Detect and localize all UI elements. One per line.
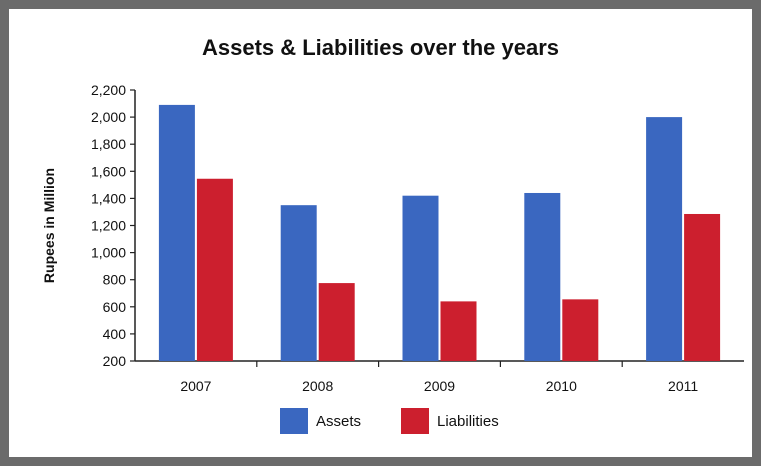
bar-assets-2008 xyxy=(280,205,317,361)
chart-frame: Assets & Liabilities over the years 200 4… xyxy=(9,9,752,457)
bar-assets-2007 xyxy=(158,104,195,361)
y-tick-label: 400 xyxy=(103,326,127,342)
y-tick-label: 1,800 xyxy=(91,136,126,152)
legend-swatch-liabilities xyxy=(401,408,429,434)
y-tick-label: 1,000 xyxy=(91,245,126,261)
y-tick-label: 600 xyxy=(103,299,127,315)
x-tick-label: 2007 xyxy=(180,378,211,394)
y-tick-label: 1,400 xyxy=(91,190,126,206)
bar-liabilities-2011 xyxy=(684,213,721,361)
y-tick-label: 2,200 xyxy=(91,82,126,98)
legend-label-assets: Assets xyxy=(316,413,361,430)
x-tick-label: 2008 xyxy=(302,378,333,394)
bar-assets-2009 xyxy=(402,195,439,361)
chart-title: Assets & Liabilities over the years xyxy=(201,35,560,60)
y-tick-label: 2,000 xyxy=(91,109,126,125)
x-tick-label: 2010 xyxy=(546,378,577,394)
bar-liabilities-2008 xyxy=(318,283,355,361)
y-tick-label: 1,200 xyxy=(91,218,126,234)
y-tick-label: 1,600 xyxy=(91,163,126,179)
bar-liabilities-2007 xyxy=(196,178,233,361)
bar-liabilities-2009 xyxy=(440,301,477,361)
x-tick-label: 2009 xyxy=(424,378,455,394)
bar-assets-2010 xyxy=(524,192,561,361)
y-tick-label: 200 xyxy=(103,353,127,369)
bar-assets-2011 xyxy=(646,117,683,361)
y-axis-title: Rupees in Million xyxy=(41,168,57,283)
legend-swatch-assets xyxy=(280,408,308,434)
legend-label-liabilities: Liabilities xyxy=(437,413,499,430)
x-tick-label: 2011 xyxy=(668,378,698,394)
bar-chart: 200 400 600 800 1,000 1,200 1,400 1,600 1,800 2,0… xyxy=(41,82,744,434)
bar-liabilities-2010 xyxy=(562,299,599,361)
y-tick-label: 800 xyxy=(103,272,127,288)
